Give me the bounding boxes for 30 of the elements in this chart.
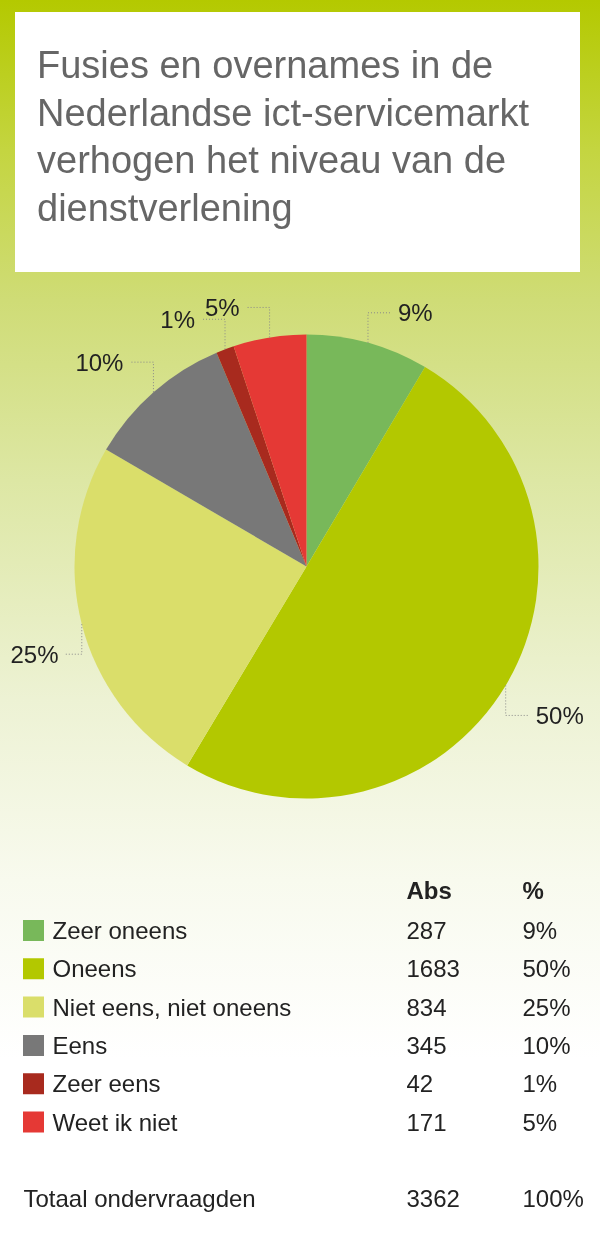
legend-label: Oneens [52,955,137,983]
text: 25% [522,993,571,1021]
text: 1% [522,1070,558,1098]
text: 25% [10,640,59,668]
text: 5% [204,293,240,321]
text: 50% [522,955,571,983]
text: 3362 [406,1185,460,1213]
text: Totaal ondervraagden [23,1185,256,1213]
legend-label: Eens [52,1031,108,1059]
text: Abs [406,877,452,904]
text: % [522,877,544,904]
data-label: 345 [406,1031,447,1059]
text: 50% [535,701,584,729]
data-label: 42 [406,1070,434,1098]
legend-label: Weet ik niet [52,1108,178,1136]
data-label: 287 [406,917,447,944]
text: 5% [522,1108,558,1136]
text: 9% [522,917,558,944]
legend-label: Zeer oneens [52,917,188,944]
text: 9% [397,299,433,327]
chart-title: Fusies en overnames in de Nederlandse ict-servicemarkt verhogen het niveau van de dienstverlening [37,43,531,231]
legend-label: Niet eens, niet oneens [52,993,292,1021]
text: 1% [160,305,196,333]
legend-label: Zeer eens [52,1070,161,1098]
data-label: 171 [406,1108,447,1136]
data-label: 1683 [406,955,460,983]
text: 100% [522,1185,584,1213]
data-label: 834 [406,993,447,1021]
text: 10% [522,1031,571,1059]
text: 10% [75,348,124,376]
